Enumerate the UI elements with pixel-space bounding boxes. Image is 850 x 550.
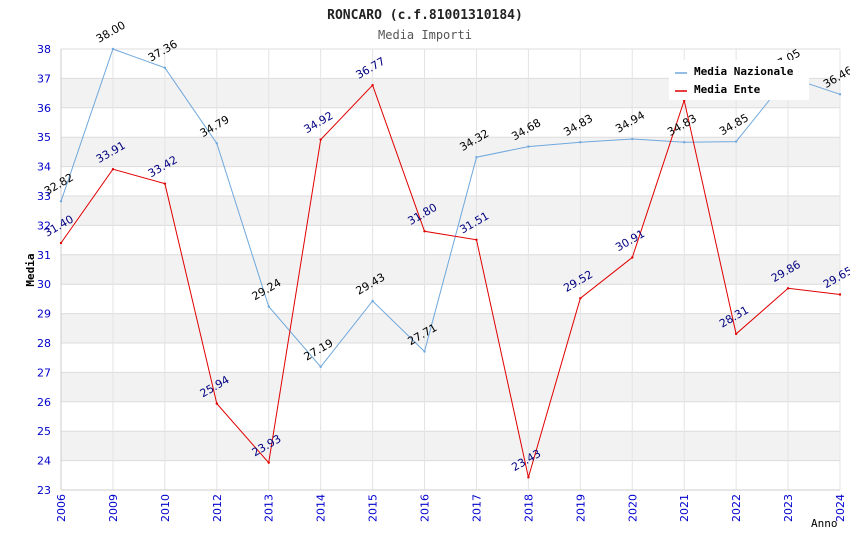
y-tick-label: 33 <box>37 190 51 203</box>
x-tick-label: 2017 <box>470 494 483 522</box>
x-axis-ticks: 2006 2009 2010 2012 2013 2014 2015 2016 2017 2018… <box>55 494 847 522</box>
x-tick-label: 2021 <box>678 494 691 522</box>
data-point-media-ente <box>59 241 63 245</box>
data-point-media-ente <box>475 238 478 242</box>
y-tick-label: 31 <box>37 249 51 262</box>
legend-label-media-ente: Media Ente <box>694 83 761 96</box>
y-tick-label: 35 <box>37 131 51 144</box>
data-label-media-nazionale: 38.00 <box>94 19 128 46</box>
legend-box <box>669 60 809 100</box>
y-tick-label: 26 <box>37 396 51 409</box>
x-tick-label: 2018 <box>522 494 535 522</box>
legend: Media Nazionale Media Ente <box>669 60 809 100</box>
y-tick-label: 29 <box>37 308 51 321</box>
y-tick-label: 25 <box>37 425 51 438</box>
y-axis-label: Media <box>24 253 37 286</box>
data-point-media-nazionale <box>838 93 842 96</box>
y-tick-label: 24 <box>37 455 51 468</box>
data-point-media-ente <box>786 287 790 290</box>
grid-lines <box>60 48 841 491</box>
legend-label-media-nazionale: Media Nazionale <box>694 65 794 78</box>
x-tick-label: 2019 <box>574 494 587 522</box>
y-tick-label: 32 <box>37 219 51 232</box>
x-tick-label: 2023 <box>782 494 795 522</box>
x-tick-label: 2022 <box>730 494 743 522</box>
x-tick-label: 2013 <box>263 494 276 522</box>
data-point-media-nazionale <box>683 140 686 144</box>
data-point-media-ente <box>527 476 530 479</box>
x-tick-label: 2009 <box>107 494 120 522</box>
data-point-media-ente <box>423 230 426 233</box>
plot-band <box>61 313 840 343</box>
data-point-media-ente <box>371 83 374 87</box>
plot-band <box>61 431 840 461</box>
data-point-media-nazionale <box>59 200 63 203</box>
data-point-media-nazionale <box>527 145 530 148</box>
data-point-media-nazionale <box>631 137 634 141</box>
y-tick-label: 38 <box>37 43 51 56</box>
data-point-media-ente <box>319 138 322 141</box>
y-tick-label: 27 <box>37 366 51 379</box>
chart-title: RONCARO (c.f.81001310184) <box>327 8 523 23</box>
x-axis-label: Anno <box>811 517 838 530</box>
y-tick-label: 37 <box>37 72 51 85</box>
data-point-media-ente <box>163 182 167 185</box>
data-point-media-nazionale <box>163 66 167 70</box>
data-point-media-nazionale <box>267 305 270 308</box>
x-tick-label: 2006 <box>55 494 68 522</box>
data-point-media-nazionale <box>371 299 374 303</box>
data-point-media-ente <box>215 402 218 405</box>
x-tick-label: 2015 <box>367 494 380 522</box>
plot-background <box>61 49 840 490</box>
data-point-media-ente <box>267 461 270 464</box>
series-line-media-ente <box>60 84 841 478</box>
data-point-media-ente <box>734 332 738 336</box>
plot-band <box>61 196 840 226</box>
data-point-media-ente <box>631 256 634 259</box>
series-line-media-nazionale <box>60 48 841 368</box>
x-tick-label: 2020 <box>626 494 639 522</box>
x-tick-label: 2014 <box>315 494 328 522</box>
data-point-media-nazionale <box>319 365 322 369</box>
y-axis-ticks: 23 24 25 26 27 28 29 30 31 32 33 34 35 36 37 38 <box>37 43 51 497</box>
data-point-media-nazionale <box>111 47 115 51</box>
data-point-media-ente <box>579 297 582 300</box>
y-tick-label: 30 <box>37 278 51 291</box>
data-point-media-nazionale <box>734 140 738 143</box>
data-point-media-nazionale <box>475 155 478 159</box>
x-tick-label: 2016 <box>419 494 432 522</box>
data-point-media-nazionale <box>579 140 582 144</box>
y-tick-label: 34 <box>37 161 51 174</box>
data-point-media-ente <box>111 168 115 171</box>
plot-band <box>61 254 840 285</box>
data-point-media-ente <box>838 293 842 296</box>
data-point-media-nazionale <box>423 350 426 353</box>
y-tick-label: 36 <box>37 102 51 115</box>
x-tick-label: 2024 <box>834 494 847 522</box>
x-tick-label: 2010 <box>159 494 172 522</box>
y-tick-label: 28 <box>37 337 51 350</box>
chart-subtitle: Media Importi <box>378 28 472 42</box>
x-tick-label: 2012 <box>211 494 224 522</box>
y-tick-label: 23 <box>37 484 51 497</box>
series-lines <box>59 47 842 479</box>
plot-band <box>61 372 840 402</box>
data-point-media-nazionale <box>215 142 218 145</box>
